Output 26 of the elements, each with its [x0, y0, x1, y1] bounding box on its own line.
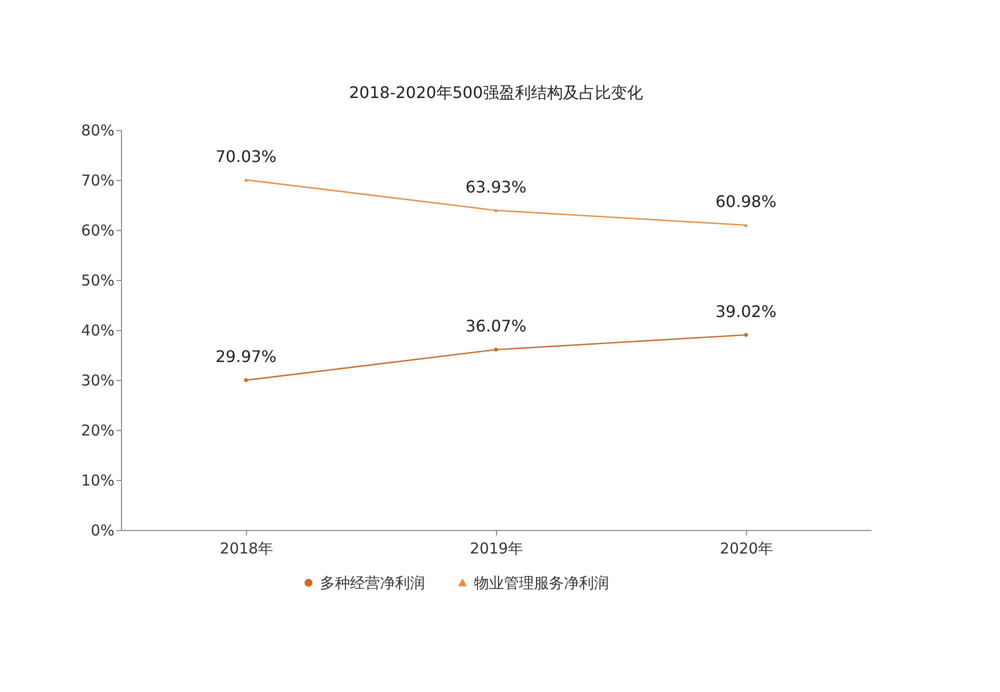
point [244, 378, 248, 382]
data-label: 60.98% [715, 192, 777, 212]
data-label: 70.03% [215, 146, 277, 166]
data-label: 29.97% [215, 347, 277, 366]
x-tick-label: 2018年 [220, 540, 274, 558]
point [494, 348, 498, 352]
data-label: 63.93% [465, 177, 527, 196]
data-label: 39.02% [715, 302, 777, 321]
point [494, 208, 498, 212]
data-label: 36.07% [465, 316, 527, 336]
chart-title: 2018-2020年500强盈利结构及占比变化 [349, 83, 643, 102]
y-tick-label: 70% [81, 172, 114, 190]
y-tick-label: 30% [81, 372, 114, 390]
y-tick-label: 20% [81, 422, 114, 440]
y-tick-label: 40% [81, 322, 114, 340]
y-tick-label: 10% [81, 472, 114, 490]
y-tick-label: 80% [81, 122, 114, 140]
point [244, 178, 248, 182]
x-tick-label: 2020年 [720, 540, 774, 558]
y-tick-label: 0% [90, 522, 114, 540]
legend-label: 物业管理服务净利润 [474, 574, 609, 592]
y-tick-label: 60% [81, 222, 114, 240]
point [744, 333, 748, 337]
legend-label: 多种经营净利润 [320, 574, 425, 592]
y-tick-label: 50% [81, 272, 114, 290]
x-tick-label: 2019年 [470, 540, 524, 558]
